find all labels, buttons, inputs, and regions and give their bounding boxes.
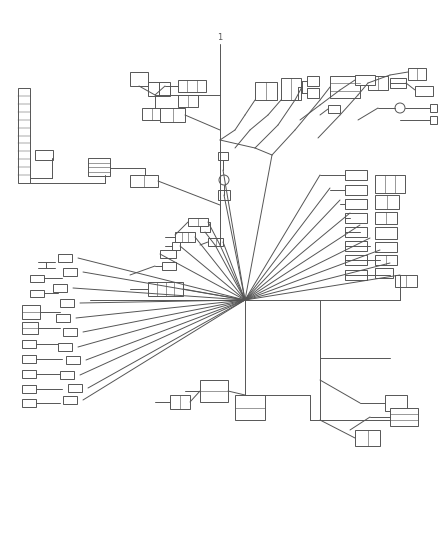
Bar xyxy=(375,195,399,209)
Bar xyxy=(58,254,72,262)
Bar xyxy=(375,255,397,265)
Bar xyxy=(430,116,437,124)
Bar xyxy=(30,275,44,282)
Bar xyxy=(170,395,190,409)
Bar xyxy=(368,76,388,90)
Text: 1: 1 xyxy=(217,34,223,43)
Bar xyxy=(188,218,208,226)
Bar xyxy=(160,108,185,122)
Bar xyxy=(345,227,367,237)
Bar xyxy=(88,158,110,176)
Bar xyxy=(175,232,195,242)
Bar xyxy=(200,380,228,402)
Bar xyxy=(22,322,38,334)
Bar xyxy=(22,370,36,378)
Bar xyxy=(345,241,367,251)
Bar xyxy=(208,238,223,246)
Bar xyxy=(345,170,367,180)
Bar xyxy=(328,105,340,113)
Bar xyxy=(345,199,367,209)
Bar xyxy=(390,78,406,88)
Bar xyxy=(345,185,367,195)
Bar xyxy=(60,299,74,307)
Bar xyxy=(390,408,418,426)
Bar xyxy=(330,76,360,98)
Bar xyxy=(130,175,158,187)
Bar xyxy=(60,371,74,379)
Bar xyxy=(345,255,367,265)
Bar xyxy=(68,384,82,392)
Bar xyxy=(218,152,228,160)
Bar xyxy=(385,395,407,411)
Bar xyxy=(160,250,176,258)
Bar xyxy=(58,343,72,351)
Bar xyxy=(307,88,319,98)
Bar xyxy=(162,262,176,270)
Bar xyxy=(415,86,433,96)
Bar xyxy=(178,80,206,92)
Bar xyxy=(307,76,319,86)
Bar xyxy=(218,190,230,200)
Bar xyxy=(178,95,198,107)
Bar xyxy=(63,328,77,336)
Bar xyxy=(355,430,380,446)
Bar xyxy=(22,355,36,363)
Bar xyxy=(375,242,397,252)
Bar xyxy=(281,78,301,100)
Bar xyxy=(148,82,170,96)
Bar xyxy=(66,356,80,364)
Bar xyxy=(56,314,70,322)
Bar xyxy=(375,227,397,239)
Bar xyxy=(375,212,397,224)
Bar xyxy=(345,270,367,280)
Bar xyxy=(200,222,210,232)
Bar xyxy=(355,75,375,85)
Bar xyxy=(148,282,183,296)
Bar xyxy=(345,213,367,223)
Bar xyxy=(142,108,162,120)
Bar xyxy=(395,275,417,287)
Bar xyxy=(22,305,40,319)
Bar xyxy=(22,340,36,348)
Bar xyxy=(172,242,180,250)
Bar xyxy=(130,72,148,86)
Bar xyxy=(375,268,393,278)
Bar xyxy=(235,395,265,420)
Bar xyxy=(63,268,77,276)
Bar xyxy=(30,290,44,297)
Bar xyxy=(255,82,277,100)
Bar xyxy=(35,150,53,160)
Bar xyxy=(22,399,36,407)
Bar xyxy=(375,175,405,193)
Bar xyxy=(408,68,426,80)
Bar xyxy=(18,88,30,183)
Bar xyxy=(63,396,77,404)
Bar xyxy=(53,284,67,292)
Bar xyxy=(430,104,437,112)
Bar xyxy=(22,385,36,393)
